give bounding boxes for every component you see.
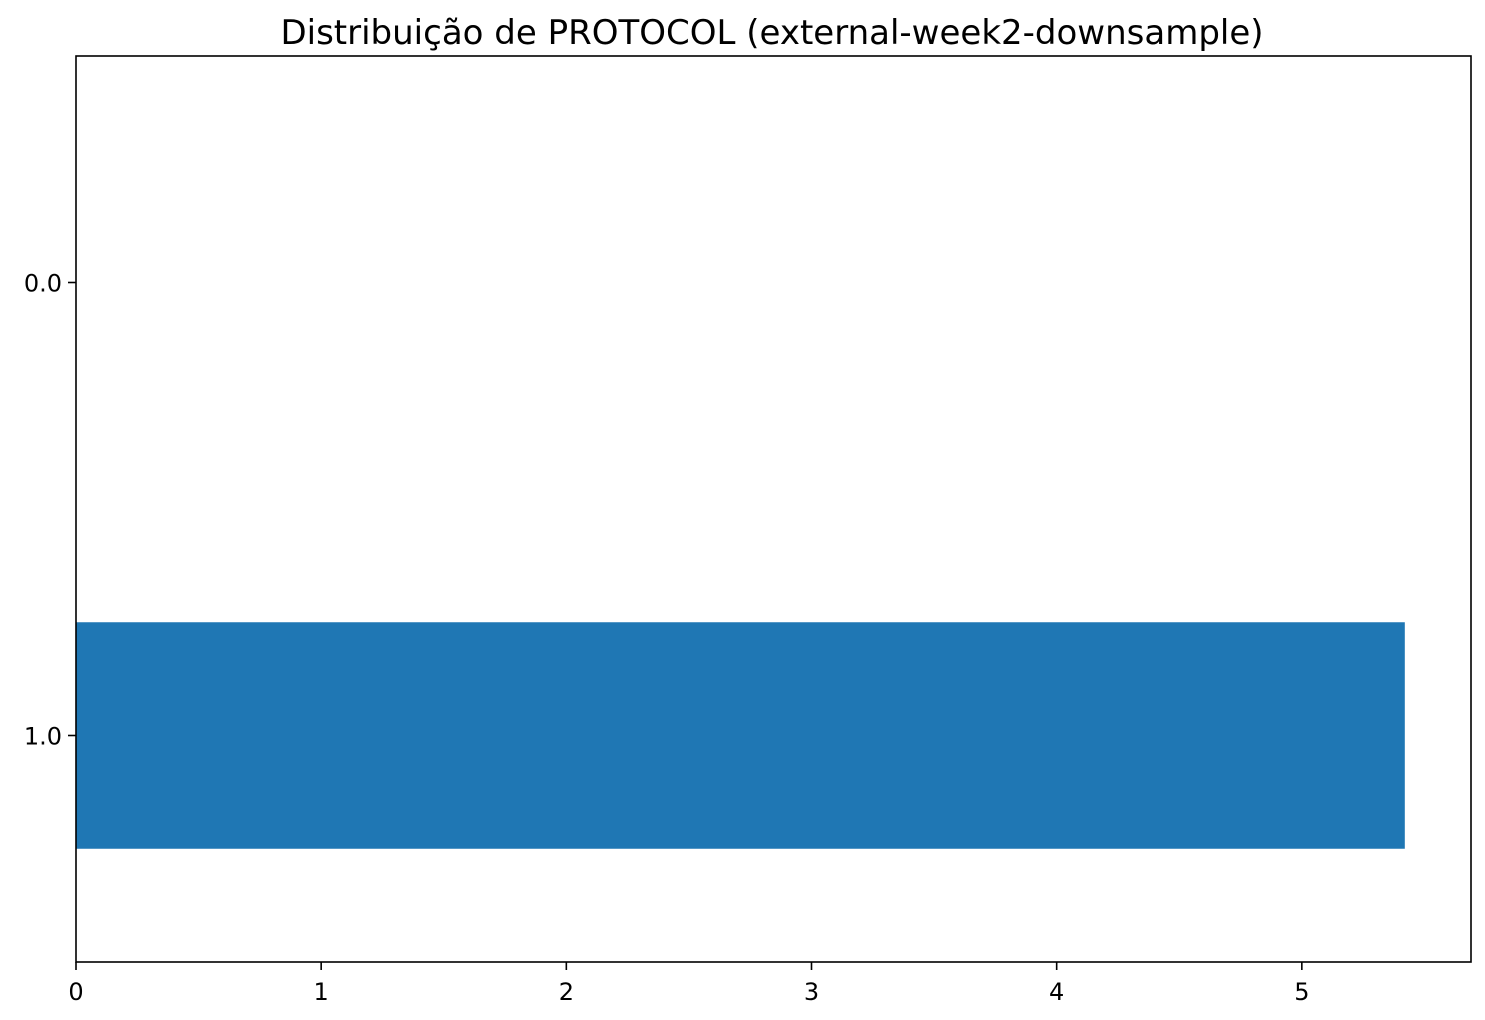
plot-area: 0 1 2 3 4 5 0.0 1.0 — [24, 270, 1405, 1006]
x-tick-label: 3 — [804, 978, 819, 1006]
bar-1.0 — [76, 622, 1405, 849]
x-tick-label: 0 — [68, 978, 83, 1006]
y-tick-label: 0.0 — [24, 270, 62, 298]
plot-frame — [75, 55, 1472, 963]
x-tick-label: 2 — [559, 978, 574, 1006]
x-tick-label: 1 — [314, 978, 329, 1006]
x-tick-label: 4 — [1049, 978, 1064, 1006]
x-tick-label: 5 — [1294, 978, 1309, 1006]
y-tick-label: 1.0 — [24, 723, 62, 751]
chart-title: Distribuição de PROTOCOL (external-week2… — [280, 13, 1263, 53]
